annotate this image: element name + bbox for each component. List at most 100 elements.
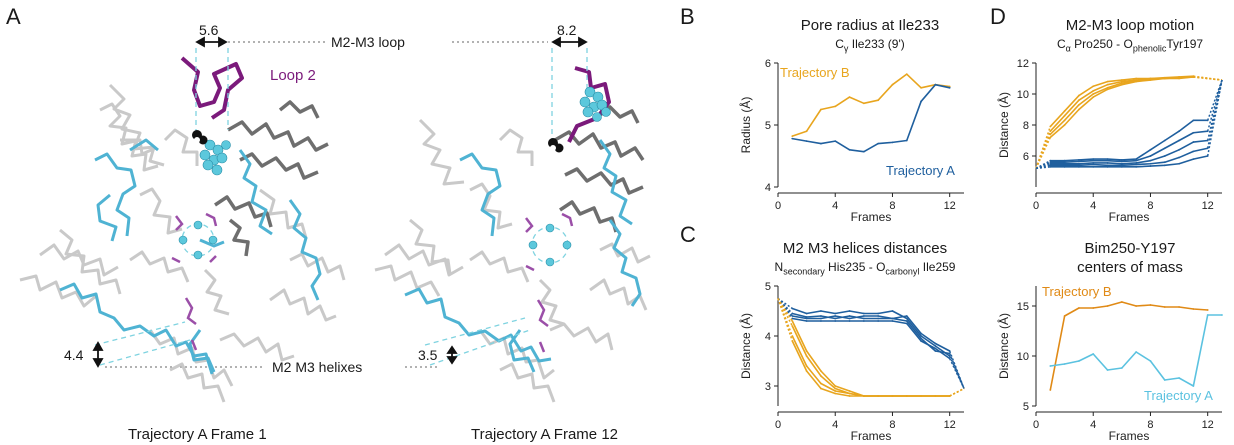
data-point: [948, 86, 951, 89]
data-point: [1135, 77, 1138, 80]
y-axis-label: Distance (Å): [996, 313, 1011, 379]
data-point: [1120, 82, 1123, 85]
data-point: [805, 350, 808, 352]
data-point: [1078, 307, 1080, 309]
x-tick-label: 12: [944, 200, 956, 212]
data-point: [920, 332, 922, 335]
data-point: [834, 312, 837, 315]
loop2-label: Loop 2: [270, 67, 316, 84]
data-point: [1092, 96, 1095, 98]
data-point: [920, 337, 922, 340]
data-point: [791, 320, 794, 322]
loop-distance-frame1: 5.6: [199, 22, 219, 38]
data-point: [891, 310, 894, 312]
connector-start: [777, 297, 793, 310]
y-tick-label: 6: [1023, 151, 1029, 163]
connector-start: [1035, 161, 1051, 170]
data-point: [877, 142, 880, 145]
data-point: [805, 140, 808, 143]
y-tick-label: 3: [765, 381, 771, 393]
data-point: [905, 317, 908, 320]
data-point: [1149, 155, 1152, 157]
connector-end: [1193, 76, 1223, 81]
data-point: [1049, 130, 1052, 133]
data-point: [1078, 164, 1080, 167]
data-point: [1063, 363, 1066, 365]
data-point: [905, 395, 908, 397]
data-point: [1063, 162, 1066, 165]
data-point: [1049, 161, 1052, 164]
data-point: [1192, 158, 1195, 160]
data-point: [862, 317, 865, 320]
x-axis-label: Frames: [1109, 429, 1150, 443]
data-point: [905, 315, 908, 317]
data-point: [1049, 164, 1052, 167]
chart-c-subtitle: Nsecondary His235 - Ocarbonyl Ile259: [774, 260, 956, 277]
x-tick-label: 0: [1033, 200, 1039, 212]
panel-letter-c: C: [680, 222, 696, 247]
connector-start: [1035, 164, 1051, 170]
data-point: [820, 320, 822, 322]
y-tick-label: 5: [1023, 401, 1029, 413]
data-point: [905, 320, 908, 322]
data-point: [848, 320, 851, 322]
series-line-5: [791, 335, 950, 397]
data-point: [1092, 353, 1095, 355]
data-point: [1192, 385, 1195, 387]
data-point: [1106, 164, 1109, 167]
x-tick-label: 12: [1202, 419, 1214, 431]
m2m3-helix-label: M2 M3 helixes: [272, 359, 363, 375]
chart-b-title: Pore radius at Ile233: [800, 17, 940, 34]
data-point: [1092, 85, 1095, 88]
data-point: [1063, 114, 1066, 117]
data-point: [934, 350, 937, 352]
connector-end: [1206, 79, 1223, 157]
series-line-0: [792, 73, 950, 137]
data-point: [1120, 83, 1123, 86]
data-point: [1063, 124, 1066, 126]
data-point: [1049, 162, 1052, 165]
x-axis-label: Frames: [851, 429, 892, 443]
data-point: [1106, 162, 1109, 164]
y-tick-label: 5: [765, 281, 771, 293]
x-tick-label: 12: [944, 419, 956, 431]
data-point: [1163, 77, 1166, 80]
y-tick-label: 10: [1017, 351, 1029, 363]
data-point: [1120, 301, 1123, 303]
data-point: [920, 100, 922, 103]
data-point: [848, 390, 851, 392]
y-tick-label: 5: [765, 120, 771, 132]
data-point: [820, 315, 822, 317]
data-point: [1135, 162, 1138, 164]
data-point: [1063, 119, 1066, 122]
data-point: [1120, 165, 1123, 168]
data-point: [1092, 93, 1095, 95]
data-point: [1078, 99, 1080, 102]
chart-e-title-line2: centers of mass: [1077, 259, 1183, 276]
data-point: [920, 340, 922, 342]
caption-frame1: Trajectory A Frame 1: [128, 426, 267, 443]
data-point: [848, 148, 851, 151]
data-point: [834, 320, 837, 322]
data-point: [848, 310, 851, 312]
data-point: [1120, 80, 1123, 83]
data-point: [1192, 131, 1195, 134]
series-line-0: [1049, 301, 1208, 391]
data-point: [820, 387, 822, 390]
data-point: [1106, 86, 1109, 89]
data-point: [1178, 130, 1180, 133]
data-point: [1135, 79, 1138, 82]
data-point: [862, 312, 865, 315]
data-point: [820, 370, 822, 372]
series-label-1: Trajectory A: [1144, 388, 1213, 403]
series-line-8: [1050, 155, 1208, 168]
connector-start: [1035, 166, 1051, 170]
x-tick-label: 8: [1147, 419, 1153, 431]
data-point: [805, 317, 808, 320]
data-point: [1092, 159, 1095, 162]
data-point: [1178, 162, 1180, 165]
data-point: [1135, 165, 1138, 168]
data-point: [1192, 308, 1195, 310]
data-point: [791, 335, 794, 337]
panel-letter-d: D: [990, 4, 1006, 29]
